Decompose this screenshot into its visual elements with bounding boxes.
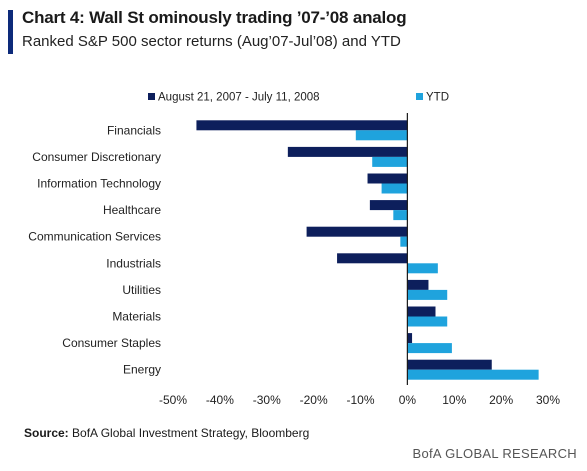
legend-label-1: August 21, 2007 - July 11, 2008	[158, 92, 320, 104]
bar-series-1	[287, 146, 408, 157]
legend-label-2: YTD	[426, 92, 449, 104]
source-text: BofA Global Investment Strategy, Bloombe…	[72, 426, 310, 440]
bar-series-2	[372, 156, 408, 167]
category-label: Healthcare	[103, 203, 161, 217]
brand-logo-text: BofA GLOBAL RESEARCH	[412, 446, 577, 461]
category-label: Energy	[123, 363, 161, 377]
x-tick-label: 0%	[399, 393, 417, 407]
x-tick-label: 30%	[536, 393, 560, 407]
category-label: Materials	[112, 310, 161, 324]
x-tick-label: -40%	[206, 393, 234, 407]
bar-series-2	[407, 289, 448, 300]
legend-swatch-1	[148, 93, 155, 100]
x-tick-label: 20%	[489, 393, 513, 407]
bar-series-2	[400, 236, 408, 247]
chart-title: Chart 4: Wall St ominously trading ’07-’…	[22, 8, 407, 27]
bar-series-1	[306, 226, 408, 237]
bar-chart: August 21, 2007 - July 11, 2008 YTD Financ…	[28, 92, 560, 408]
category-label: Utilities	[122, 283, 161, 297]
chart-subtitle: Ranked S&P 500 sector returns (Aug’07-Ju…	[22, 33, 401, 50]
bar-series-2	[407, 369, 539, 380]
title-accent-bar	[8, 10, 13, 54]
bar-series-2	[355, 130, 408, 141]
x-tick-label: -10%	[346, 393, 374, 407]
bar-series-2	[407, 316, 448, 327]
x-tick-label: -30%	[253, 393, 281, 407]
category-label: Information Technology	[37, 177, 161, 191]
bar-series-2	[407, 343, 452, 354]
x-tick-label: 10%	[442, 393, 466, 407]
bar-series-1	[367, 173, 408, 184]
category-label: Financials	[107, 123, 161, 137]
x-tick-label: -50%	[159, 393, 187, 407]
bar-series-1	[407, 333, 413, 344]
bar-series-1	[369, 200, 408, 211]
legend-swatch-2	[416, 93, 423, 100]
source-note: Source: BofA Global Investment Strategy,…	[24, 426, 309, 440]
category-label: Consumer Discretionary	[32, 150, 161, 164]
bar-series-1	[407, 279, 429, 290]
bar-series-1	[196, 120, 408, 131]
bar-series-2	[407, 263, 438, 274]
x-tick-label: -20%	[300, 393, 328, 407]
bar-series-2	[381, 183, 408, 194]
source-label: Source:	[24, 426, 69, 440]
bar-series-1	[337, 253, 408, 264]
bar-series-1	[407, 359, 492, 370]
category-label: Communication Services	[28, 230, 161, 244]
bar-series-1	[407, 306, 436, 317]
category-label: Consumer Staples	[62, 336, 161, 350]
category-label: Industrials	[106, 256, 161, 270]
bar-series-2	[393, 210, 408, 221]
